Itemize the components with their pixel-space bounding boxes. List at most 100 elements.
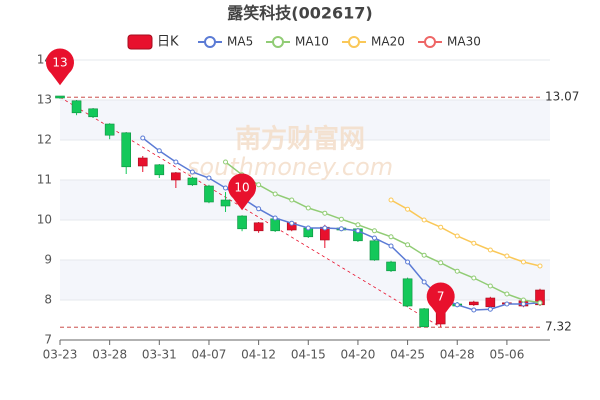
ma-point bbox=[504, 253, 510, 259]
ma-point bbox=[322, 210, 328, 216]
y-tick-label: 8 bbox=[44, 293, 52, 307]
pin-label: 7 bbox=[437, 290, 445, 304]
ma-point bbox=[223, 159, 229, 165]
x-tick-label: 03-28 bbox=[92, 348, 127, 362]
grid-band bbox=[60, 180, 550, 220]
ma-point bbox=[272, 215, 278, 221]
legend-label: 日K bbox=[157, 35, 179, 50]
candle-body bbox=[154, 164, 165, 176]
candle-body bbox=[137, 157, 148, 167]
ma-point bbox=[405, 242, 411, 248]
ma-point bbox=[189, 169, 195, 175]
ma-point bbox=[504, 301, 510, 307]
y-tick-label: 13 bbox=[37, 93, 52, 107]
legend-icon bbox=[272, 36, 284, 48]
pin-label: 13 bbox=[52, 56, 67, 70]
pin bbox=[46, 48, 75, 86]
ma-point bbox=[537, 263, 543, 269]
ma-point bbox=[305, 225, 311, 231]
watermark: 南方财富网 bbox=[235, 124, 365, 155]
ma-point bbox=[355, 228, 361, 234]
ma-point bbox=[454, 233, 460, 239]
candle-body bbox=[187, 177, 198, 186]
ma-point bbox=[156, 148, 162, 154]
ma-point bbox=[471, 275, 477, 281]
ma-point bbox=[454, 268, 460, 274]
pin-label: 10 bbox=[234, 181, 249, 195]
ma-point bbox=[173, 159, 179, 165]
x-tick-label: 04-07 bbox=[192, 348, 227, 362]
reference-label: 13.07 bbox=[545, 90, 579, 104]
candle-body bbox=[369, 240, 380, 261]
legend-label: MA5 bbox=[227, 35, 253, 49]
ma-point bbox=[305, 205, 311, 211]
grid-band bbox=[60, 100, 550, 140]
ma-point bbox=[520, 301, 526, 307]
y-tick-label: 10 bbox=[37, 213, 52, 227]
candle-body bbox=[55, 95, 65, 99]
ma-point bbox=[289, 220, 295, 226]
ma-line bbox=[390, 199, 541, 267]
pin bbox=[426, 282, 455, 320]
candle-body bbox=[270, 218, 280, 232]
ma-point bbox=[338, 216, 344, 222]
y-tick-label: 9 bbox=[44, 253, 52, 267]
candle-body bbox=[104, 123, 115, 136]
ma-point bbox=[487, 306, 493, 312]
x-tick-label: 04-25 bbox=[390, 348, 425, 362]
x-tick-label: 03-23 bbox=[43, 348, 78, 362]
ma-point bbox=[487, 247, 493, 253]
candle-body bbox=[121, 132, 132, 168]
ma-point bbox=[371, 235, 377, 241]
ma-point bbox=[471, 240, 477, 246]
ma-point bbox=[421, 217, 427, 223]
x-tick-label: 04-15 bbox=[291, 348, 326, 362]
ma-point bbox=[520, 297, 526, 303]
ma-point bbox=[256, 206, 262, 212]
candle-body bbox=[220, 199, 231, 207]
ma-point bbox=[438, 224, 444, 230]
ma-point bbox=[322, 225, 328, 231]
x-tick-label: 04-20 bbox=[340, 348, 375, 362]
grid-band bbox=[60, 260, 550, 300]
ma-point bbox=[289, 197, 295, 203]
legend-icon bbox=[424, 36, 436, 48]
y-tick-label: 7 bbox=[44, 333, 52, 347]
legend-icon bbox=[204, 36, 216, 48]
ma-point bbox=[454, 302, 460, 308]
ma-point bbox=[405, 206, 411, 212]
candle-body bbox=[468, 301, 479, 306]
x-tick-label: 04-28 bbox=[440, 348, 475, 362]
candle-body bbox=[485, 297, 496, 308]
ma-point bbox=[272, 191, 278, 197]
ma-point bbox=[421, 279, 427, 285]
y-tick-label: 12 bbox=[37, 133, 52, 147]
watermark-sub: southmoney.com bbox=[187, 153, 393, 181]
pin bbox=[228, 173, 257, 211]
ma-point bbox=[338, 226, 344, 232]
candle-body bbox=[171, 172, 181, 181]
candle-body bbox=[204, 185, 214, 203]
candle-body bbox=[253, 222, 264, 232]
legend-icon bbox=[127, 34, 153, 50]
ma-point bbox=[520, 259, 526, 265]
ma-point bbox=[256, 182, 262, 188]
x-tick-label: 03-31 bbox=[142, 348, 177, 362]
ma-point bbox=[438, 260, 444, 266]
y-tick-label: 11 bbox=[37, 173, 52, 187]
legend-label: MA10 bbox=[295, 35, 329, 49]
ma-point bbox=[504, 291, 510, 297]
x-tick-label: 05-06 bbox=[489, 348, 524, 362]
ma-point bbox=[371, 228, 377, 234]
ma-point bbox=[140, 135, 146, 141]
ma-point bbox=[487, 283, 493, 289]
reference-label: 7.32 bbox=[545, 320, 572, 334]
legend-label: MA30 bbox=[447, 35, 481, 49]
ma-point bbox=[355, 222, 361, 228]
ma-point bbox=[388, 243, 394, 249]
ma-point bbox=[206, 175, 212, 181]
ma-point bbox=[223, 185, 229, 191]
candle-body bbox=[237, 215, 247, 230]
candle-body bbox=[71, 100, 82, 114]
